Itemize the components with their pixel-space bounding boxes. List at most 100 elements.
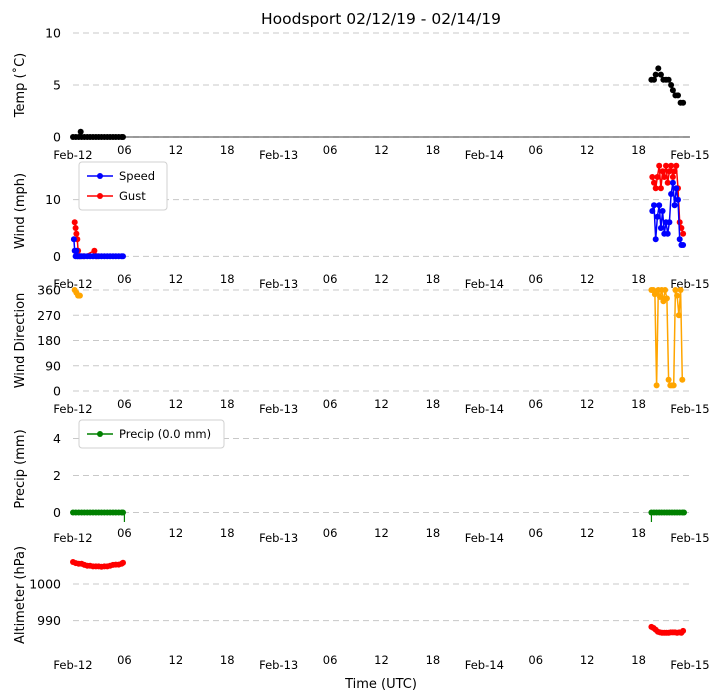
x-tick-label: Feb-14 — [465, 148, 504, 162]
data-point — [668, 162, 675, 169]
x-tick-label: 18 — [631, 397, 646, 411]
y-tick-label: 0 — [53, 384, 61, 399]
data-point — [649, 174, 656, 180]
x-tick-label: 12 — [580, 143, 595, 157]
data-point — [654, 213, 661, 220]
x-tick-label: 18 — [631, 653, 646, 667]
x-tick-label: 18 — [631, 272, 646, 286]
y-tick-label: 90 — [45, 358, 61, 373]
data-point — [673, 162, 680, 169]
data-point — [656, 162, 663, 169]
x-tick-label: Feb-15 — [670, 658, 709, 672]
data-point — [675, 92, 681, 99]
x-tick-label: 06 — [528, 143, 543, 157]
data-point — [669, 174, 676, 180]
data-point — [677, 287, 684, 293]
x-tick-label: Feb-12 — [53, 148, 92, 162]
data-point — [651, 291, 658, 298]
data-point — [666, 219, 673, 226]
data-point — [120, 134, 126, 140]
data-point — [120, 253, 126, 260]
y-axis-label: Altimeter (hPa) — [13, 546, 28, 644]
data-point — [73, 247, 80, 254]
x-tick-label: 12 — [374, 397, 389, 411]
data-point — [663, 295, 670, 302]
x-tick-label: Feb-13 — [259, 531, 298, 545]
legend: Speed Gust — [78, 161, 168, 211]
x-tick-label: 06 — [323, 526, 338, 540]
data-point — [673, 185, 680, 192]
x-tick-label: 06 — [323, 143, 338, 157]
data-point — [652, 185, 659, 192]
data-point — [657, 71, 664, 78]
x-tick-label: 12 — [580, 397, 595, 411]
data-point — [679, 376, 686, 383]
x-tick-label: 18 — [426, 397, 441, 411]
y-axis-label: Precip (mm) — [13, 429, 28, 508]
series-data — [70, 559, 687, 636]
data-point — [659, 208, 666, 214]
data-point — [663, 162, 669, 169]
panel-3: 0 90 180 270 360 Wind Direction Feb-12 06 12 18 Fe… — [13, 283, 710, 417]
data-point — [664, 230, 671, 237]
y-tick-label: 270 — [37, 308, 61, 323]
legend: Precip (0.0 mm) — [78, 419, 225, 449]
data-point — [657, 185, 664, 192]
x-tick-label: Feb-15 — [670, 148, 709, 162]
x-tick-label: 06 — [528, 272, 543, 286]
data-point — [659, 168, 666, 175]
y-tick-label: 2 — [53, 468, 61, 483]
x-tick-label: 18 — [426, 143, 441, 157]
y-tick-label: 5 — [53, 78, 61, 93]
panel-2: 0 10 Wind (mph) Feb-12 06 12 18 Feb-13 06 12 18 Feb… — [13, 161, 710, 291]
data-point — [652, 71, 659, 78]
data-point — [73, 230, 80, 237]
legend-marker — [97, 193, 103, 199]
data-point — [72, 225, 79, 231]
data-point — [665, 76, 672, 83]
data-point — [680, 627, 687, 634]
y-tick-label: 990 — [37, 613, 61, 628]
x-tick-label: 12 — [169, 526, 184, 540]
data-point — [71, 219, 78, 226]
data-point — [656, 202, 663, 209]
x-tick-label: 18 — [220, 526, 235, 540]
x-tick-label: 06 — [117, 653, 132, 667]
x-tick-label: 06 — [117, 272, 132, 286]
x-tick-label: 18 — [426, 526, 441, 540]
data-point — [669, 87, 676, 94]
x-tick-label: 12 — [374, 272, 389, 286]
y-tick-label: 4 — [53, 431, 61, 446]
y-tick-label: 1000 — [29, 577, 61, 592]
data-point — [670, 382, 677, 389]
x-tick-label: Feb-13 — [259, 277, 298, 291]
x-tick-label: 06 — [117, 526, 132, 540]
y-axis-label: Temp (˚C) — [12, 53, 28, 119]
x-tick-label: 12 — [169, 272, 184, 286]
y-tick-label: 10 — [45, 192, 61, 207]
data-point — [657, 225, 664, 231]
series-data — [648, 287, 686, 389]
series-precip-0-0-mm- — [70, 509, 126, 516]
x-tick-label: 18 — [220, 397, 235, 411]
x-tick-label: Feb-14 — [465, 277, 504, 291]
data-point — [676, 236, 683, 243]
x-tick-label: Feb-13 — [259, 148, 298, 162]
y-axis-label: Wind Direction — [13, 293, 28, 389]
data-point — [653, 382, 660, 389]
series-line — [651, 289, 684, 387]
data-point — [675, 196, 681, 203]
x-tick-label: 12 — [580, 653, 595, 667]
data-point — [666, 168, 673, 175]
data-point — [657, 294, 663, 300]
x-tick-label: 06 — [323, 272, 338, 286]
series-data — [70, 65, 687, 140]
panel-4: 0 2 4 Precip (mm) Feb-12 06 12 18 Feb-13 06 12 18 Fe… — [13, 419, 710, 545]
x-tick-label: 06 — [117, 143, 132, 157]
data-point — [668, 82, 675, 88]
data-point — [120, 509, 126, 516]
data-point — [651, 179, 657, 186]
data-point — [654, 174, 661, 180]
series-speed — [70, 236, 126, 260]
